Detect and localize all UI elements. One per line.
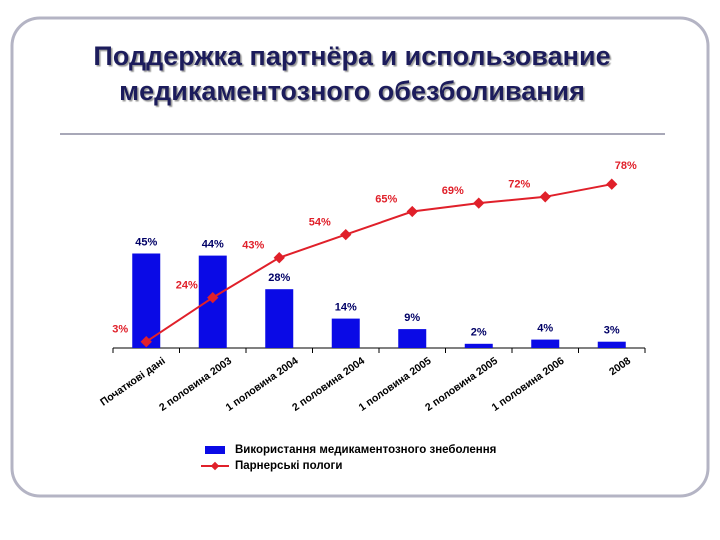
title-line: медикаментозного обезболивания [119,76,585,106]
legend-label: Використання медикаментозного знеболення [235,444,496,456]
bar [464,343,493,348]
line-value-label: 72% [508,179,530,191]
bar-value-label: 9% [404,312,420,324]
bar-value-label: 3% [604,325,620,337]
line-value-label: 3% [112,324,128,336]
line-value-label: 54% [309,217,331,229]
bar-value-label: 4% [537,323,553,335]
bar-value-label: 45% [135,236,157,248]
line-marker [406,205,418,218]
line-marker [140,336,152,348]
bar [398,329,427,348]
line-marker [340,228,352,241]
line-value-label: 65% [375,193,397,205]
bar-value-label: 14% [335,302,357,314]
bar [531,339,560,348]
line-marker [539,191,551,203]
legend-swatch [205,446,225,454]
legend-swatch [210,461,220,471]
line-value-label: 43% [242,240,264,252]
line [145,183,612,343]
line-value-label: 69% [442,185,464,197]
bar-value-label: 2% [471,327,487,339]
line-value-label: 24% [176,280,198,292]
line-value-label: 78% [615,160,637,172]
slide-frame [10,16,710,498]
bar-value-label: 28% [268,272,290,284]
title-line: Поддержка партнёра и использование [93,41,610,71]
bar [265,289,294,348]
bar [132,253,161,348]
line-marker [473,197,485,209]
legend-label: Парнерські пологи [235,460,342,472]
bar-value-label: 44% [202,239,224,251]
line-marker [273,252,285,264]
bar [597,341,626,348]
bar [331,318,360,348]
line-marker [606,178,618,190]
line-marker [207,291,219,304]
